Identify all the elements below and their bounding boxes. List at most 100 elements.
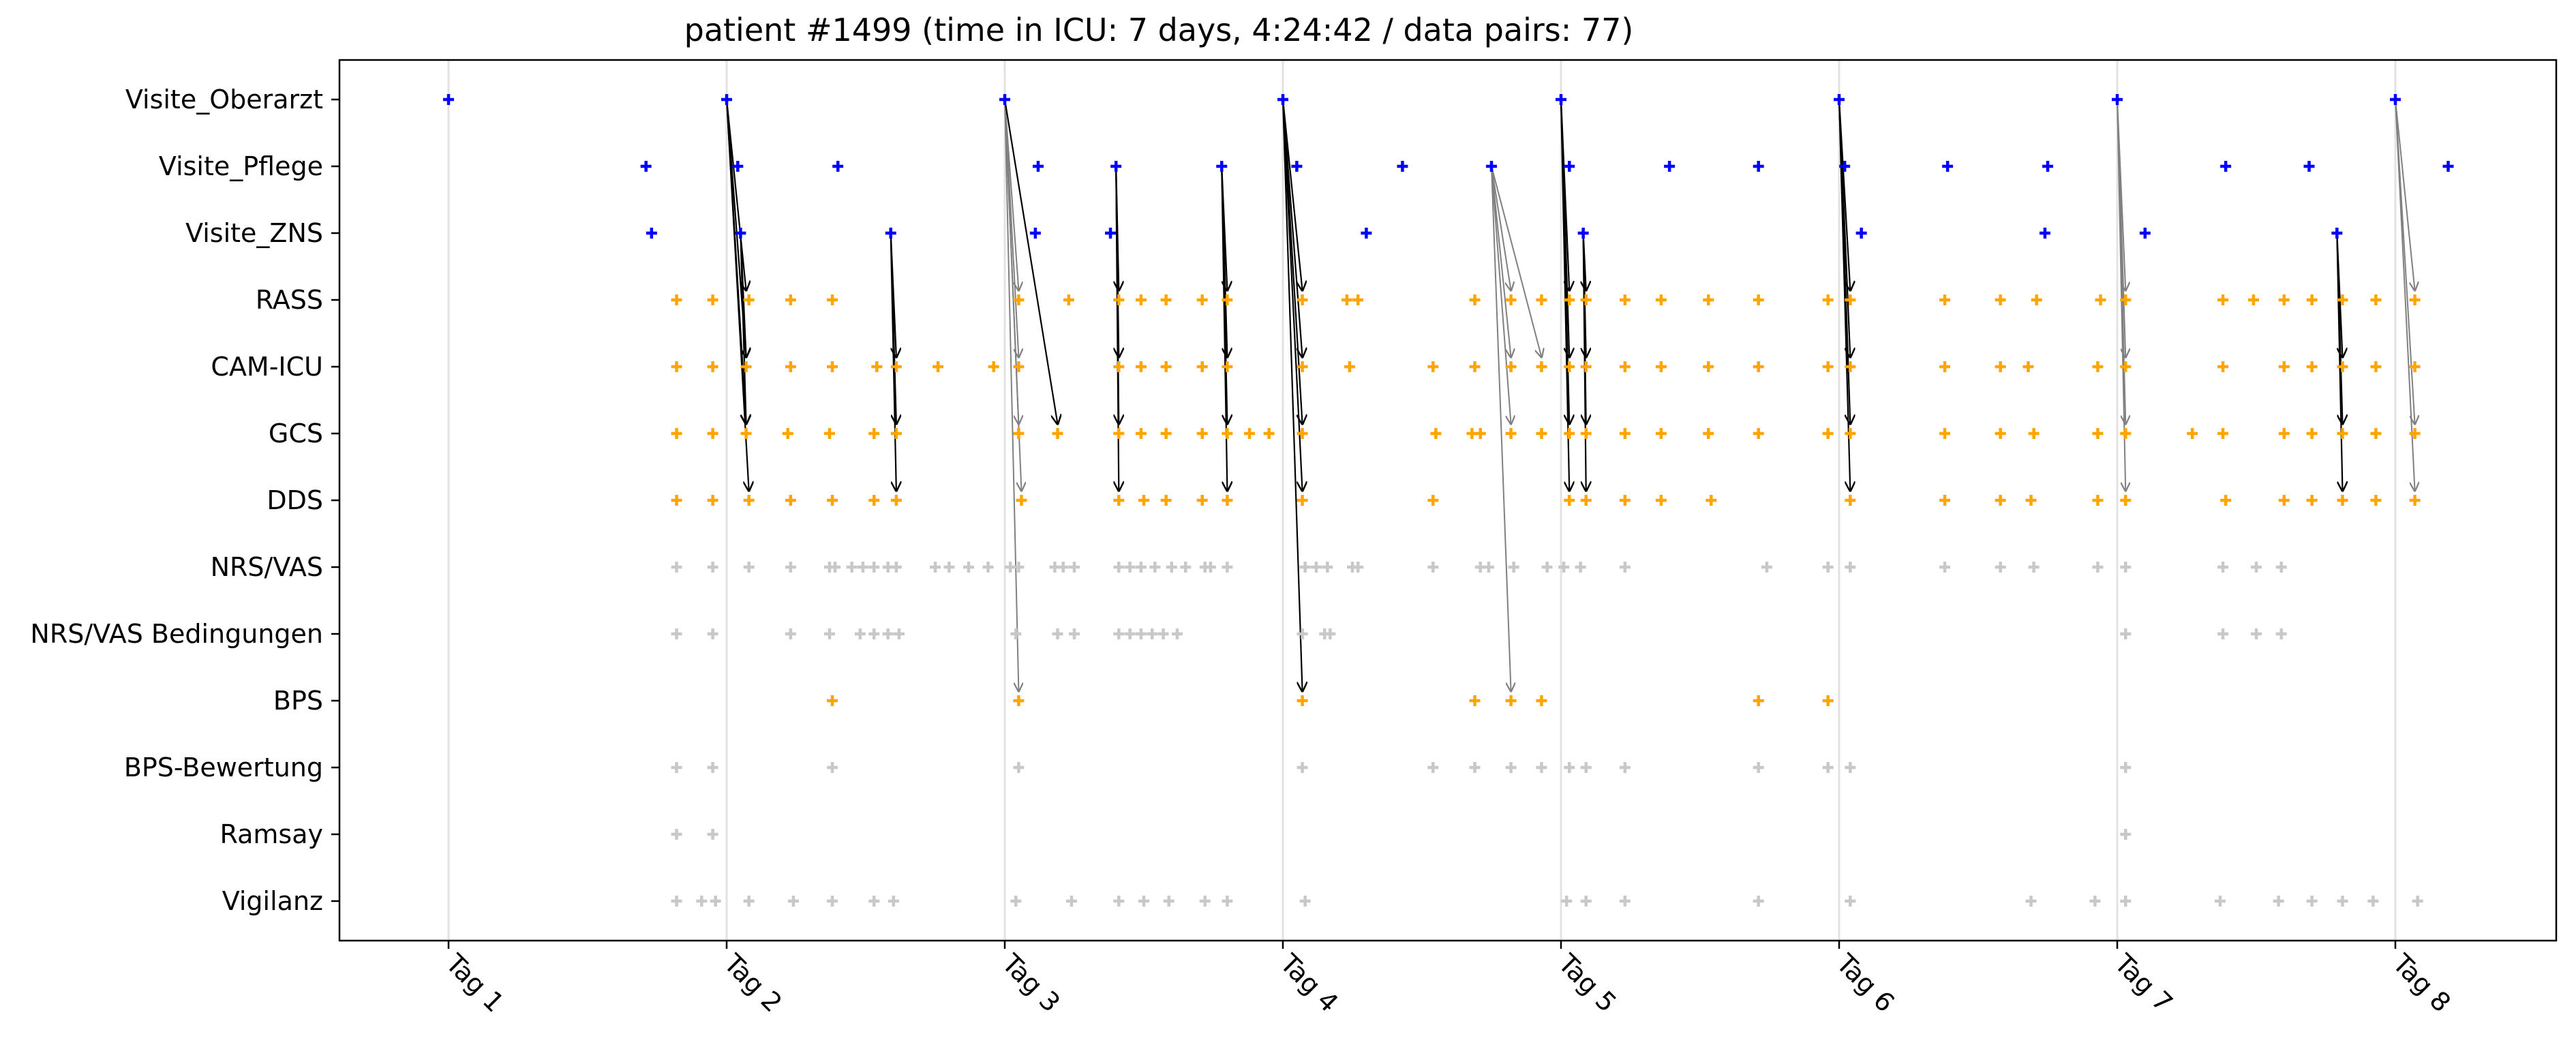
data-point <box>2120 628 2132 639</box>
data-point <box>1469 361 1481 372</box>
data-point <box>2273 896 2284 907</box>
data-point <box>1619 762 1631 773</box>
data-point <box>1580 361 1592 372</box>
data-point <box>1995 562 2006 573</box>
pair-arrow <box>725 99 749 491</box>
data-point <box>857 562 868 573</box>
data-point <box>2028 428 2040 439</box>
data-point <box>1483 562 1494 573</box>
y-tick-label: CAM-ICU <box>211 352 323 382</box>
data-point <box>2275 562 2287 573</box>
data-point <box>823 628 835 639</box>
data-point <box>1138 896 1149 907</box>
x-tick-label: Tag 1 <box>440 948 510 1018</box>
data-point <box>2275 628 2287 639</box>
data-point <box>1845 495 1856 506</box>
y-tick-label: Ramsay <box>220 819 323 849</box>
data-point <box>2025 896 2037 907</box>
data-point <box>1703 361 1714 372</box>
data-point <box>890 495 902 506</box>
data-point <box>1664 161 1676 172</box>
data-point <box>1352 294 1364 305</box>
data-point <box>1135 562 1147 573</box>
pair-arrow <box>2395 99 2415 491</box>
data-point <box>1297 762 1308 773</box>
pair-arrow <box>1491 166 1511 424</box>
data-point <box>1297 294 1308 305</box>
data-point <box>1196 428 1208 439</box>
data-point <box>1013 562 1025 573</box>
data-point <box>1561 896 1573 907</box>
data-point <box>1753 896 1764 907</box>
data-point <box>1166 562 1177 573</box>
y-tick-label: Visite_Oberarzt <box>125 85 323 115</box>
data-point <box>1113 562 1125 573</box>
data-point <box>1845 428 1856 439</box>
data-point <box>2390 94 2401 105</box>
data-point <box>743 495 755 506</box>
data-point <box>1013 294 1025 305</box>
data-point <box>2092 562 2104 573</box>
data-point <box>1160 495 1172 506</box>
data-point <box>1822 762 1834 773</box>
data-point <box>1113 361 1125 372</box>
data-point <box>743 294 755 305</box>
data-point <box>1505 361 1517 372</box>
data-point <box>1196 361 1208 372</box>
data-point <box>2409 428 2421 439</box>
data-point <box>707 495 718 506</box>
data-point <box>1558 562 1570 573</box>
data-point <box>1469 294 1481 305</box>
data-point <box>1052 628 1063 639</box>
data-point <box>1341 294 1352 305</box>
pair-arrow <box>2117 99 2125 491</box>
data-point <box>1297 695 1308 706</box>
data-point <box>854 628 866 639</box>
data-point <box>827 294 838 305</box>
data-point <box>707 628 718 639</box>
data-point <box>1655 428 1667 439</box>
data-point <box>671 829 682 840</box>
data-point <box>1013 762 1025 773</box>
data-point <box>1703 294 1714 305</box>
data-point <box>2220 495 2232 506</box>
data-point <box>1474 428 1486 439</box>
data-point <box>1427 762 1439 773</box>
arrow-layer <box>725 99 2415 691</box>
data-point <box>1180 562 1192 573</box>
data-point <box>1222 294 1233 305</box>
data-point <box>1536 428 1547 439</box>
data-point <box>1135 428 1147 439</box>
data-point <box>1753 294 1764 305</box>
data-point <box>1655 361 1667 372</box>
data-point <box>707 829 718 840</box>
data-point <box>1753 695 1764 706</box>
data-point <box>785 628 796 639</box>
data-point <box>2120 428 2132 439</box>
data-point <box>1505 428 1517 439</box>
data-point <box>868 628 880 639</box>
data-point <box>1706 495 1717 506</box>
data-point <box>1310 562 1322 573</box>
data-point <box>707 762 718 773</box>
data-point <box>890 562 902 573</box>
data-point <box>988 361 999 372</box>
data-point <box>1324 628 1336 639</box>
data-point <box>1564 428 1575 439</box>
data-point <box>671 896 682 907</box>
data-point <box>787 896 799 907</box>
data-point <box>1010 896 1022 907</box>
data-point <box>2306 896 2318 907</box>
data-point <box>1199 896 1211 907</box>
data-point <box>1171 628 1183 639</box>
data-point <box>1939 294 1951 305</box>
data-point <box>2025 495 2037 506</box>
data-point <box>868 896 880 907</box>
data-point <box>2306 361 2318 372</box>
data-point <box>1939 361 1951 372</box>
data-point <box>1619 562 1631 573</box>
data-point <box>1536 762 1547 773</box>
data-point <box>827 495 838 506</box>
data-point <box>2120 294 2132 305</box>
data-point <box>1297 361 1308 372</box>
